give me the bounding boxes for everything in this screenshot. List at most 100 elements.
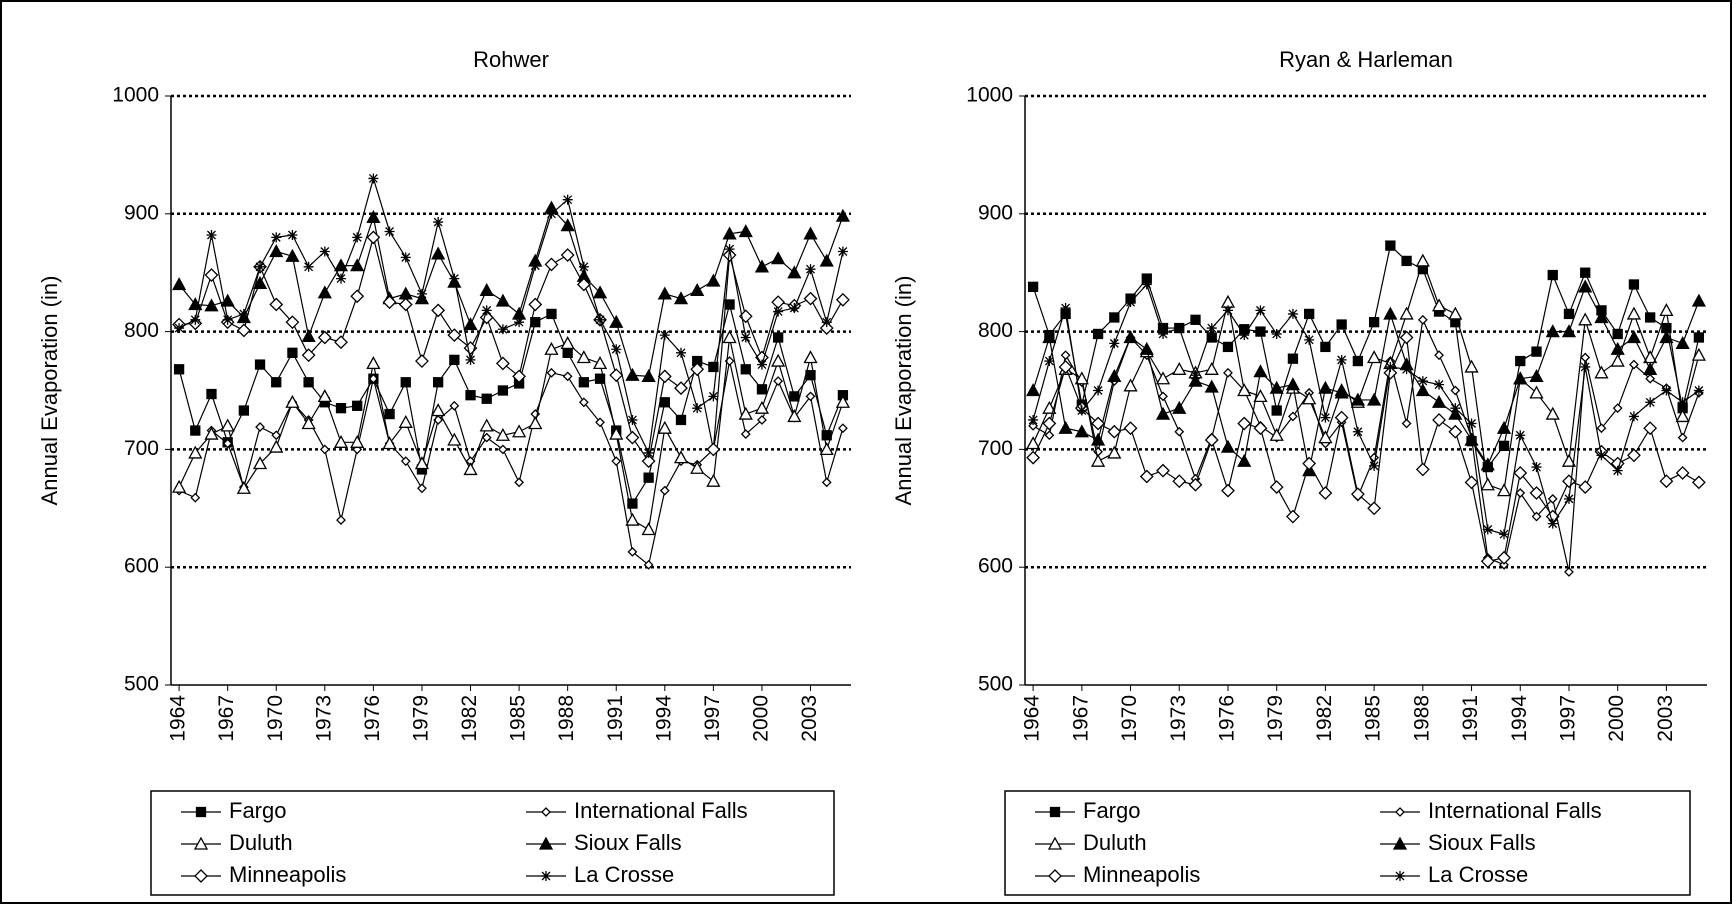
marker: [772, 332, 784, 343]
marker: [400, 456, 411, 467]
legend-box: [1004, 790, 1691, 896]
y-tick-label: 800: [978, 319, 1013, 342]
marker: [432, 377, 444, 388]
marker: [1545, 324, 1560, 338]
marker: [1172, 361, 1187, 375]
marker: [1123, 330, 1138, 344]
marker: [1675, 466, 1690, 480]
marker: [657, 369, 672, 384]
marker: [398, 297, 413, 312]
marker: [611, 344, 622, 355]
marker: [576, 277, 591, 292]
marker: [271, 232, 282, 243]
marker: [609, 368, 624, 383]
x-tick-label: 2000: [749, 695, 772, 742]
legend-label: La Crosse: [574, 862, 674, 887]
marker: [1223, 367, 1233, 378]
marker: [1090, 453, 1106, 467]
marker: [1369, 460, 1380, 471]
marker: [190, 425, 201, 436]
marker: [1629, 359, 1639, 370]
marker: [1156, 463, 1170, 478]
marker: [592, 356, 608, 370]
marker: [194, 869, 208, 883]
marker: [1287, 308, 1298, 319]
marker: [1237, 383, 1252, 397]
marker: [1466, 418, 1477, 429]
y-tick-label: 1000: [966, 84, 1013, 107]
marker: [1547, 493, 1558, 504]
marker: [643, 559, 654, 570]
marker: [431, 403, 446, 417]
marker: [1612, 328, 1623, 340]
marker: [1269, 427, 1284, 441]
marker: [301, 416, 316, 430]
legend-item: Minneapolis: [181, 862, 346, 887]
marker: [1204, 433, 1219, 447]
y-tick-label: 500: [124, 673, 159, 696]
marker: [722, 226, 737, 240]
marker: [724, 299, 735, 310]
marker: [528, 416, 543, 430]
marker: [204, 268, 219, 282]
legend-item: La Crosse: [1380, 862, 1528, 887]
marker: [1594, 310, 1609, 324]
marker: [673, 291, 689, 305]
series-line: [178, 337, 844, 531]
marker: [835, 208, 850, 222]
marker: [528, 297, 543, 312]
marker: [366, 209, 381, 223]
marker: [1385, 361, 1396, 372]
x-tick-label: 1988: [1410, 695, 1433, 742]
legend-label: Minneapolis: [1083, 862, 1200, 887]
marker: [805, 264, 816, 275]
marker: [657, 286, 672, 300]
marker: [546, 208, 557, 219]
marker: [706, 473, 721, 487]
marker: [1645, 397, 1656, 408]
marker: [1399, 330, 1414, 345]
marker: [676, 347, 686, 358]
legend-label: Fargo: [229, 798, 286, 823]
marker: [301, 348, 316, 363]
x-tick-label: 1997: [701, 695, 724, 742]
marker: [463, 462, 478, 476]
marker: [643, 472, 654, 483]
marker: [1255, 326, 1266, 337]
marker: [1531, 462, 1542, 473]
marker: [1155, 371, 1171, 385]
marker: [1612, 465, 1623, 476]
x-tick-label: 1994: [652, 695, 675, 742]
marker: [222, 314, 233, 325]
marker: [1383, 306, 1398, 320]
marker: [560, 336, 575, 350]
marker: [1304, 334, 1315, 345]
marker: [254, 359, 266, 370]
marker: [1336, 354, 1347, 365]
marker: [627, 546, 638, 557]
marker: [1334, 410, 1349, 425]
marker: [625, 430, 640, 445]
marker: [1174, 426, 1185, 437]
marker: [627, 498, 638, 509]
marker: [188, 445, 203, 459]
marker: [1691, 475, 1706, 490]
marker: [1271, 328, 1282, 339]
marker: [1659, 303, 1674, 317]
marker: [431, 303, 446, 318]
marker: [1190, 370, 1201, 381]
marker: [414, 456, 430, 470]
marker: [1545, 406, 1560, 420]
marker: [301, 328, 316, 342]
marker: [465, 354, 476, 365]
x-tick-label: 1973: [312, 695, 335, 742]
marker: [1042, 416, 1057, 431]
marker: [479, 283, 494, 297]
marker: [1334, 385, 1349, 399]
marker: [495, 356, 510, 371]
marker: [174, 323, 185, 334]
marker: [641, 369, 656, 383]
marker: [659, 330, 670, 341]
marker: [479, 418, 494, 432]
marker: [173, 364, 185, 375]
